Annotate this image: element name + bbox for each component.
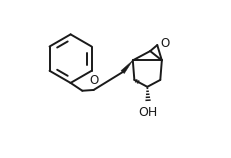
Text: O: O [89, 73, 98, 87]
Polygon shape [120, 60, 132, 73]
Text: OH: OH [138, 106, 157, 119]
Text: O: O [160, 37, 169, 50]
